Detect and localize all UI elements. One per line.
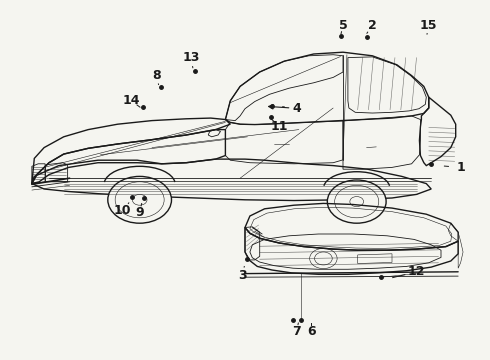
Text: 10: 10 [114, 204, 131, 217]
Text: 2: 2 [368, 19, 377, 32]
Text: 3: 3 [238, 269, 247, 282]
Text: 4: 4 [292, 102, 301, 114]
Text: 7: 7 [292, 325, 301, 338]
Circle shape [108, 176, 172, 223]
Circle shape [327, 180, 386, 223]
Text: 13: 13 [182, 51, 200, 64]
Text: 11: 11 [270, 120, 288, 132]
Text: 8: 8 [152, 69, 161, 82]
Text: 1: 1 [456, 161, 465, 174]
Text: 5: 5 [339, 19, 347, 32]
Text: 15: 15 [420, 19, 438, 32]
Text: 14: 14 [122, 94, 140, 107]
Text: 12: 12 [408, 265, 425, 278]
Text: 6: 6 [307, 325, 316, 338]
Text: 9: 9 [135, 206, 144, 219]
